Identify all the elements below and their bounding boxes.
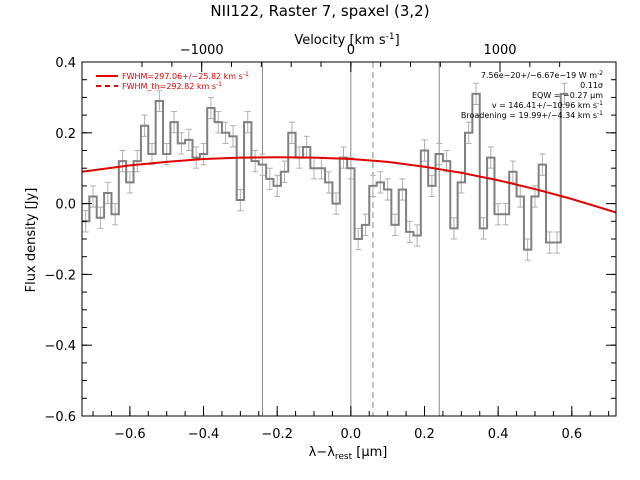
annotation-1: 0.11σ — [580, 81, 603, 90]
x-axis-label: λ−λrest [μm] — [309, 445, 388, 462]
y-tick-label-2: −0.2 — [44, 268, 76, 283]
legend-label-1: FWHM_th=292.82 km s-1 — [122, 81, 222, 91]
annotation-0: 7.56e−20+/−6.67e−19 W m-2 — [481, 70, 603, 80]
x-tick-label-6: 0.6 — [561, 427, 582, 442]
x-tick-label-3: 0.0 — [340, 427, 361, 442]
annotation-4: Broadening = 19.99+/−4.34 km s-1 — [461, 110, 603, 120]
x-axis-label-unit: [μm] — [352, 445, 387, 460]
top-tick-label-2: 1000 — [483, 43, 516, 58]
fit-line — [81, 156, 617, 214]
y-tick-label-3: 0.0 — [55, 198, 76, 213]
y-tick-label-4: 0.2 — [55, 127, 76, 142]
reference-lines — [261, 62, 440, 416]
x-tick-label-1: −0.4 — [188, 427, 220, 442]
axes: −0.6 −0.4 −0.2 0.0 0.2 0.4 0.6 −0.6 −0.4 −0.2 0.0 0… — [44, 43, 617, 442]
y-tick-label-5: 0.4 — [55, 56, 76, 71]
x-tick-label-4: 0.2 — [414, 427, 435, 442]
spectrum-line — [82, 92, 569, 251]
x-tick-label-0: −0.6 — [114, 427, 146, 442]
x-tick-label-2: −0.2 — [261, 427, 293, 442]
top-axis-label-end: ] — [395, 33, 400, 48]
annotation-3: v = 146.41+/−10.96 km s-1 — [492, 100, 603, 110]
y-axis-label: Flux density [Jy] — [24, 188, 39, 293]
top-tick-label-1: 0 — [347, 43, 355, 58]
spectrum-series — [82, 92, 569, 251]
annotation-2: EQW = −0.27 μm — [532, 91, 603, 100]
top-axis-label-sup: -1 — [386, 32, 395, 42]
x-axis-label-sub: rest — [335, 452, 353, 462]
chart-title: NII122, Raster 7, spaxel (3,2) — [210, 2, 429, 20]
legend: FWHM=297.06+/−25.82 km s-1FWHM_th=292.82… — [96, 71, 249, 91]
x-tick-label-5: 0.4 — [488, 427, 509, 442]
y-tick-label-0: −0.6 — [44, 410, 76, 425]
fit-series — [81, 156, 617, 214]
y-tick-label-1: −0.4 — [44, 339, 76, 354]
top-axis-label: Velocity [km s-1] — [294, 32, 399, 48]
top-tick-label-0: −1000 — [180, 43, 224, 58]
legend-label-0: FWHM=297.06+/−25.82 km s-1 — [122, 71, 249, 81]
